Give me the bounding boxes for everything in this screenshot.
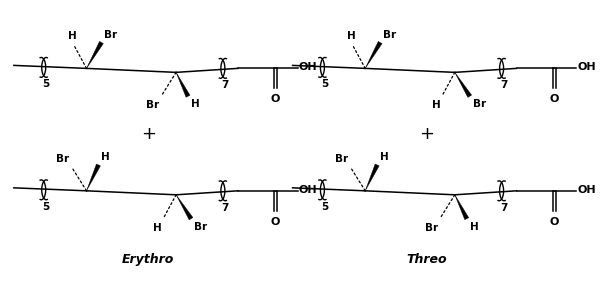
Text: OH: OH (577, 63, 596, 72)
Text: H: H (347, 31, 356, 40)
Text: H: H (432, 100, 441, 110)
Text: O: O (550, 217, 559, 227)
Text: Br: Br (146, 100, 159, 110)
Polygon shape (176, 72, 190, 97)
Text: 7: 7 (500, 203, 508, 213)
Text: Br: Br (473, 99, 486, 109)
Polygon shape (455, 195, 469, 220)
Text: Erythro: Erythro (122, 253, 175, 266)
Text: +: + (419, 125, 434, 143)
Text: 7: 7 (221, 80, 229, 90)
Text: H: H (470, 222, 478, 232)
Text: Threo: Threo (407, 253, 447, 266)
Text: 5: 5 (43, 79, 50, 89)
Polygon shape (365, 41, 382, 68)
Text: Br: Br (56, 154, 70, 164)
Text: OH: OH (299, 185, 317, 195)
Text: H: H (101, 152, 110, 162)
Polygon shape (365, 164, 379, 191)
Text: O: O (550, 94, 559, 104)
Text: H: H (380, 152, 389, 162)
Text: O: O (271, 217, 280, 227)
Text: OH: OH (577, 185, 596, 195)
Text: 7: 7 (500, 80, 508, 90)
Polygon shape (176, 195, 193, 220)
Polygon shape (86, 164, 100, 191)
Polygon shape (86, 41, 103, 68)
Text: +: + (141, 125, 156, 143)
Text: Br: Br (194, 222, 207, 232)
Text: Br: Br (335, 154, 348, 164)
Text: 5: 5 (321, 202, 329, 212)
Text: Br: Br (104, 30, 118, 40)
Text: H: H (154, 223, 162, 233)
Text: 5: 5 (43, 202, 50, 212)
Text: Br: Br (383, 30, 396, 40)
Text: H: H (68, 31, 77, 40)
Text: Br: Br (425, 223, 438, 233)
Text: 5: 5 (321, 79, 329, 89)
Text: OH: OH (299, 63, 317, 72)
Text: 7: 7 (221, 203, 229, 213)
Polygon shape (455, 72, 472, 98)
Text: H: H (191, 99, 200, 109)
Text: O: O (271, 94, 280, 104)
